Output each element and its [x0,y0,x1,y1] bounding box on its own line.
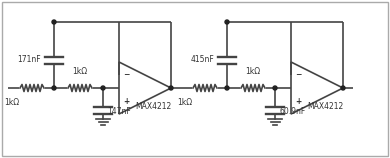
Text: 1kΩ: 1kΩ [245,67,261,76]
Text: MAX4212: MAX4212 [135,102,171,111]
Circle shape [273,86,277,90]
Circle shape [101,86,105,90]
Circle shape [169,86,173,90]
Text: 1kΩ: 1kΩ [177,98,193,107]
Circle shape [225,20,229,24]
Text: 60.9nF: 60.9nF [279,107,305,116]
Text: 1kΩ: 1kΩ [73,67,88,76]
Text: +: + [123,97,129,106]
Text: −: − [295,70,301,79]
Text: +: + [295,97,301,106]
Circle shape [341,86,345,90]
Text: MAX4212: MAX4212 [307,102,343,111]
Circle shape [52,86,56,90]
Circle shape [225,86,229,90]
Text: 171nF: 171nF [18,55,41,64]
Text: 415nF: 415nF [190,55,214,64]
Text: −: − [123,70,129,79]
Circle shape [52,20,56,24]
Text: 147nF: 147nF [107,107,131,116]
Text: 1kΩ: 1kΩ [4,98,20,107]
